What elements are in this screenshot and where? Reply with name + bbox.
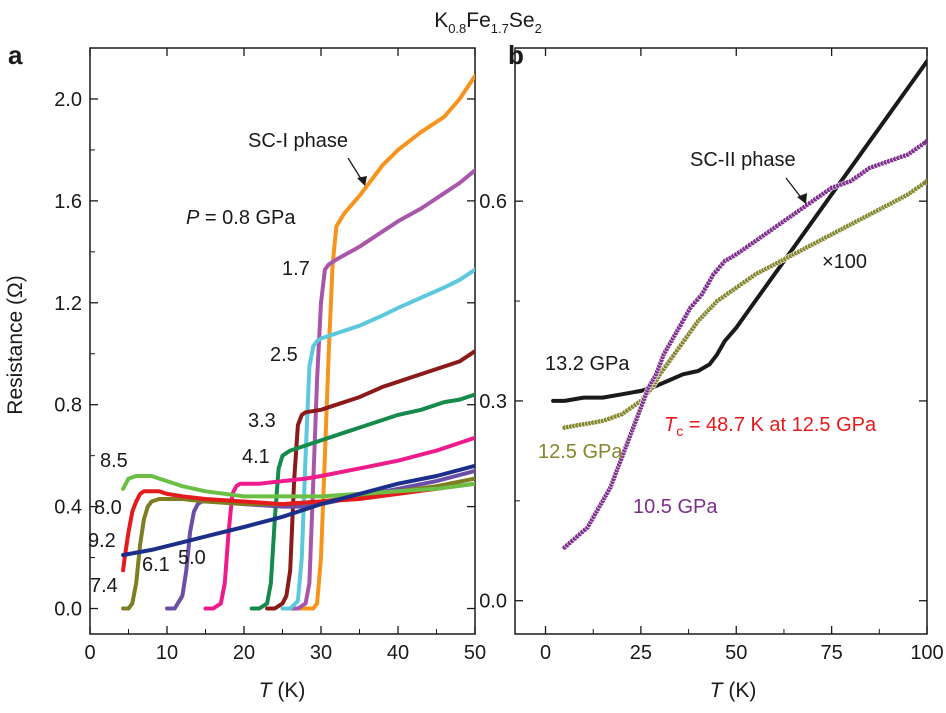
series-line-0-8 (295, 74, 475, 611)
data-point (924, 178, 927, 184)
series-label-10-5-gpa: 10.5 GPa (633, 496, 718, 518)
series-line-5-0 (203, 435, 475, 611)
panel-a-y-tick-label: 0.4 (54, 497, 82, 519)
pressure-label-9-2: 9.2 (88, 530, 116, 552)
series-label-13-2-gpa: 13.2 GPa (545, 353, 630, 375)
sc-ii-phase-label: SC-II phase (690, 149, 796, 171)
panel-a-series (121, 74, 475, 611)
tc-label: Tc = 48.7 K at 12.5 GPa (664, 414, 877, 439)
series-line-8-5 (121, 474, 475, 499)
pressure-label-3-3: 3.3 (248, 410, 276, 432)
pressure-label-8-0: 8.0 (94, 497, 122, 519)
x100-label: ×100 (822, 251, 867, 273)
series-line-4-1 (249, 392, 475, 611)
panel-a-x-tick-label: 40 (387, 642, 409, 664)
panel-a-y-tick-label: 0.0 (54, 599, 82, 621)
series-line-13-2-gpa (551, 59, 927, 403)
panel-b-ticks: 0 25 50 75 100 0.0 0.3 0.6 (479, 48, 944, 664)
pressure-label-6-1: 6.1 (142, 554, 170, 576)
panel-a-y-tick-label: 0.8 (54, 395, 82, 417)
pressure-label-4-1: 4.1 (242, 446, 270, 468)
panel-a-letter: a (8, 40, 23, 70)
series-12-5-gpa (561, 178, 927, 431)
panel-a-x-tick-label: 0 (84, 642, 95, 664)
sc-i-phase-arrowhead (357, 176, 367, 186)
panel-a-y-tick-label: 1.6 (54, 191, 82, 213)
pressure-label-1-7: 1.7 (282, 258, 310, 280)
panel-b-x-tick-label: 50 (725, 642, 747, 664)
pressure-label-0-8: P = 0.8 GPa (186, 207, 296, 229)
panel-b-letter: b (508, 40, 524, 70)
panel-b-y-tick-label: 0.0 (479, 591, 507, 613)
panel-a-y-tick-label: 1.2 (54, 293, 82, 315)
panel-b-y-tick-label: 0.3 (479, 391, 507, 413)
panel-a-x-axis-label: T (K) (259, 679, 306, 702)
panel-b-x-tick-label: 25 (630, 642, 652, 664)
sc-ii-phase-arrowhead (797, 193, 807, 204)
series-line-7-4 (121, 476, 475, 611)
pressure-label-2-5: 2.5 (270, 344, 298, 366)
panel-b-x-tick-label: 100 (910, 642, 943, 664)
series-line-9-2 (121, 463, 475, 557)
panel-a-y-axis-label: Resistance (Ω) (4, 275, 27, 414)
panel-b-x-axis-label: T (K) (710, 679, 757, 702)
series-line-2-5 (280, 267, 475, 611)
series-line-3-3 (265, 349, 475, 611)
pressure-label-8-5: 8.5 (100, 450, 128, 472)
panel-b-x-tick-label: 75 (821, 642, 843, 664)
series-line-1-7 (288, 168, 475, 611)
pressure-label-7-4: 7.4 (90, 575, 118, 597)
series-line-8-0 (121, 481, 475, 573)
pressure-label-5-0: 5.0 (178, 547, 206, 569)
panel-a-ticks: 0 10 20 30 40 50 0.0 0.4 0.8 1.2 1.6 2.0 (54, 48, 486, 664)
panel-a-x-tick-label: 50 (464, 642, 486, 664)
figure-title: K0.8Fe1.7Se2 (434, 9, 542, 36)
panel-b-series (551, 59, 927, 551)
series-10-5-gpa (561, 138, 927, 551)
sc-i-phase-label: SC-I phase (248, 130, 348, 152)
panel-a-x-tick-label: 20 (233, 642, 255, 664)
panel-b-frame (514, 47, 928, 635)
panel-a-y-tick-label: 2.0 (54, 89, 82, 111)
panel-a-x-tick-label: 30 (310, 642, 332, 664)
panel-b-y-tick-label: 0.6 (479, 191, 507, 213)
panel-a-x-tick-label: 10 (156, 642, 178, 664)
panel-b-x-tick-label: 0 (540, 642, 551, 664)
series-label-12-5-gpa: 12.5 GPa (538, 441, 623, 463)
data-point (924, 138, 927, 144)
